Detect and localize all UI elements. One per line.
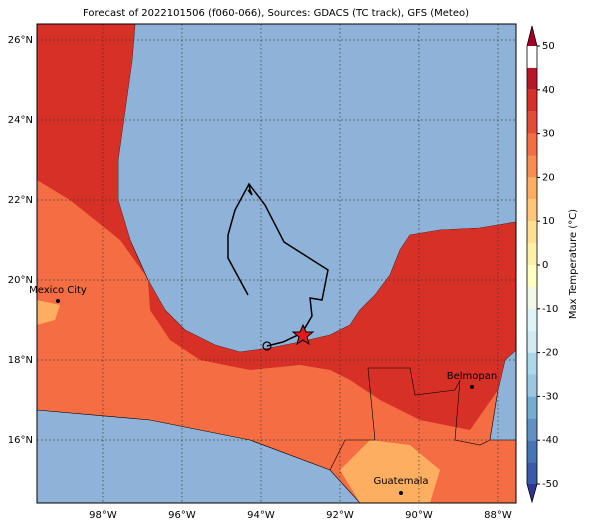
colorbar-segment xyxy=(527,396,537,419)
city-dot xyxy=(399,491,403,495)
lon-label: 90°W xyxy=(405,510,433,521)
colorbar-tick-label: -30 xyxy=(542,391,558,402)
city-label: Mexico City xyxy=(29,285,87,296)
storm-marker xyxy=(291,323,315,346)
lat-label: 16°N xyxy=(8,435,33,446)
colorbar-segment xyxy=(527,374,537,397)
city-dot xyxy=(470,385,474,389)
colorbar-segment xyxy=(527,418,537,441)
colorbar-segment xyxy=(527,330,537,353)
lat-label: 26°N xyxy=(8,35,33,46)
map-frame xyxy=(36,23,517,504)
lon-label: 94°W xyxy=(247,510,275,521)
colorbar-tick-label: -50 xyxy=(542,479,558,490)
colorbar-tick-label: 0 xyxy=(542,260,548,271)
colorbar-segment xyxy=(527,67,537,90)
colorbar-segment xyxy=(527,221,537,244)
cool-region xyxy=(340,440,440,503)
colorbar-segment xyxy=(527,243,537,265)
colorbar-tick-label: 20 xyxy=(542,172,555,183)
colorbar-tick-label: -20 xyxy=(542,348,558,359)
storm-track xyxy=(247,183,253,196)
warm-region xyxy=(148,222,516,430)
colorbar-segment xyxy=(527,462,537,484)
colorbar-segment xyxy=(527,352,537,375)
colorbar-segment xyxy=(527,155,537,178)
map: Mexico City Belmopan Guatemala xyxy=(29,23,517,504)
lat-label: 22°N xyxy=(8,195,33,206)
colorbar-tick-label: 30 xyxy=(542,129,555,140)
colorbar-extend xyxy=(527,484,537,502)
lon-label: 92°W xyxy=(326,510,354,521)
colorbar-extend xyxy=(527,26,537,46)
colorbar-tick-label: 40 xyxy=(542,85,555,96)
colorbar-tick-label: 10 xyxy=(542,216,555,227)
colorbar-segment xyxy=(527,133,537,156)
storm-position xyxy=(262,341,272,351)
lat-label: 24°N xyxy=(8,115,33,126)
cool-region xyxy=(37,300,60,325)
colorbar-segment xyxy=(527,89,537,112)
colorbar-segment xyxy=(527,177,537,200)
lon-label: 96°W xyxy=(168,510,196,521)
colorbar-tick-label: -40 xyxy=(542,435,558,446)
colorbar-label: Max Temperature (°C) xyxy=(568,209,579,319)
colorbar: -50 -40 -30 -20 -10 0 10 20 30 40 50 xyxy=(526,25,558,504)
title: Forecast of 2022101506 (f060-066), Sourc… xyxy=(83,8,469,19)
city-dot xyxy=(56,299,60,303)
colorbar-segment xyxy=(527,308,537,331)
lat-label: 18°N xyxy=(8,355,33,366)
colorbar-segment xyxy=(527,199,537,222)
colorbar-segment xyxy=(527,440,537,463)
colorbar-tick-label: -10 xyxy=(542,304,558,315)
lat-label: 20°N xyxy=(8,275,33,286)
warm-region xyxy=(37,24,145,275)
city-label: Belmopan xyxy=(447,371,497,382)
colorbar-segment xyxy=(527,265,537,287)
colorbar-segment xyxy=(527,111,537,134)
colorbar-tick-label: 50 xyxy=(542,41,555,52)
lon-label: 88°W xyxy=(484,510,512,521)
colorbar-segment xyxy=(527,286,537,309)
lon-label: 98°W xyxy=(89,510,117,521)
city-label: Guatemala xyxy=(373,476,428,487)
